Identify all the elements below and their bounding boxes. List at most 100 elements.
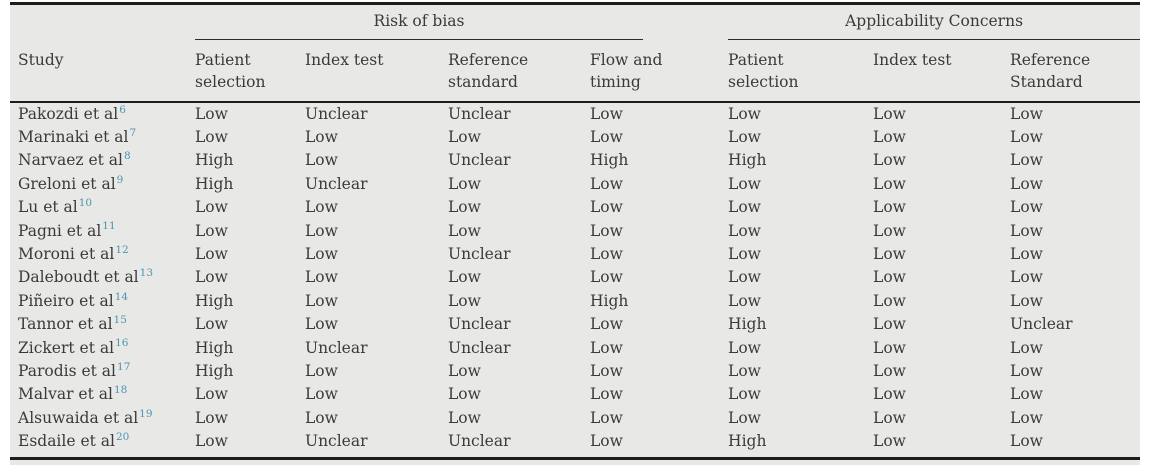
table-row: Alsuwaida et al19 Low Low Low Low Low Low Low xyxy=(10,406,1140,429)
group-label-applicability-concerns: Applicability Concerns xyxy=(845,12,1024,30)
citation-superscript[interactable]: 10 xyxy=(78,197,93,210)
table-row: Greloni et al9 High Unclear Low Low Low Low Low xyxy=(10,172,1140,195)
table-body: Pakozdi et al6 Low Unclear Unclear Low Low Low… xyxy=(10,102,1140,453)
rating-cell: Low xyxy=(195,385,228,404)
rating-cell: Low xyxy=(728,174,761,193)
bottom-rule xyxy=(10,456,1140,460)
study-name-cell: Zickert et al16 xyxy=(10,336,195,359)
rating-cell: Unclear xyxy=(305,432,368,451)
citation-superscript[interactable]: 15 xyxy=(113,314,127,327)
study-name: Piñeiro et al xyxy=(18,291,114,310)
rating-cell: Low xyxy=(728,338,761,357)
rating-cell: Low xyxy=(590,268,623,287)
study-name-cell: Greloni et al9 xyxy=(10,172,195,195)
table-row: Daleboudt et al13 Low Low Low Low Low Low Low xyxy=(10,266,1140,289)
rating-cell: Low xyxy=(305,291,338,310)
rating-cell: Low xyxy=(873,245,906,264)
rating-cell: Unclear xyxy=(448,432,511,451)
rating-cell: High xyxy=(590,151,629,170)
citation-superscript[interactable]: 17 xyxy=(117,360,131,373)
study-name: Pakozdi et al xyxy=(18,105,119,124)
table-row: Piñeiro et al14 High Low Low High Low Low Low xyxy=(10,289,1140,312)
rating-cell: Low xyxy=(728,245,761,264)
table-row: Zickert et al16 High Unclear Unclear Low Low L… xyxy=(10,336,1140,359)
rating-cell: Low xyxy=(305,128,338,147)
rating-cell: Unclear xyxy=(305,174,368,193)
rating-cell: Low xyxy=(305,245,338,264)
quadas-table-panel: Risk of bias Applicability Concerns Stud… xyxy=(10,2,1141,465)
citation-superscript[interactable]: 6 xyxy=(119,104,126,117)
rating-cell: Low xyxy=(1010,128,1043,147)
group-header-spacer xyxy=(10,5,195,40)
study-name-cell: Tannor et al15 xyxy=(10,313,195,336)
rating-cell: Unclear xyxy=(1010,315,1073,334)
rating-cell: Low xyxy=(873,105,906,124)
rating-cell: Low xyxy=(873,361,906,380)
citation-superscript[interactable]: 19 xyxy=(139,407,153,420)
table-row: Pakozdi et al6 Low Unclear Unclear Low Low Low… xyxy=(10,102,1140,125)
study-name: Pagni et al xyxy=(18,221,102,240)
rating-cell: Low xyxy=(305,151,338,170)
rating-cell: Low xyxy=(195,221,228,240)
rating-cell: Low xyxy=(590,105,623,124)
rating-cell: Low xyxy=(728,361,761,380)
rating-cell: Low xyxy=(590,245,623,264)
citation-superscript[interactable]: 16 xyxy=(115,337,129,350)
panel-footer xyxy=(10,460,1140,465)
rating-cell: Low xyxy=(448,361,481,380)
rating-cell: Low xyxy=(1010,221,1043,240)
rating-cell: Low xyxy=(873,385,906,404)
citation-superscript[interactable]: 7 xyxy=(129,126,137,139)
citation-superscript[interactable]: 18 xyxy=(113,384,128,397)
table-row: Malvar et al18 Low Low Low Low Low Low Low xyxy=(10,383,1140,406)
rating-cell: Low xyxy=(728,198,761,217)
rating-cell: Low xyxy=(448,408,481,427)
citation-superscript[interactable]: 12 xyxy=(115,243,129,256)
study-name-cell: Moroni et al12 xyxy=(10,242,195,265)
citation-superscript[interactable]: 8 xyxy=(124,150,131,163)
study-name-cell: Narvaez et al8 xyxy=(10,149,195,172)
rating-cell: Low xyxy=(873,291,906,310)
citation-superscript[interactable]: 20 xyxy=(115,431,130,443)
rating-cell: Low xyxy=(195,432,228,451)
table-row: Narvaez et al8 High Low Unclear High High Low L… xyxy=(10,149,1140,172)
citation-superscript[interactable]: 11 xyxy=(102,220,116,233)
rating-cell: Low xyxy=(1010,151,1043,170)
rating-cell: Low xyxy=(873,315,906,334)
rating-cell: Low xyxy=(305,268,338,287)
rating-cell: Low xyxy=(1010,385,1043,404)
column-header-rob-index-test: Index test xyxy=(305,40,448,103)
study-name-cell: Parodis et al17 xyxy=(10,359,195,382)
study-name: Daleboudt et al xyxy=(18,268,139,287)
citation-superscript[interactable]: 14 xyxy=(114,290,129,303)
study-name: Narvaez et al xyxy=(18,151,124,170)
table-row: Marinaki et al7 Low Low Low Low Low Low Low xyxy=(10,125,1140,148)
rating-cell: Low xyxy=(873,408,906,427)
rating-cell: Low xyxy=(590,432,623,451)
rating-cell: High xyxy=(195,151,234,170)
rating-cell: Low xyxy=(195,198,228,217)
study-name: Greloni et al xyxy=(18,174,116,193)
study-name-cell: Marinaki et al7 xyxy=(10,125,195,148)
study-name-cell: Lu et al10 xyxy=(10,196,195,219)
rating-cell: Low xyxy=(873,198,906,217)
column-header-study: Study xyxy=(10,40,195,103)
table-row: Tannor et al15 Low Low Unclear Low High Low Unc… xyxy=(10,313,1140,336)
rating-cell: Low xyxy=(195,408,228,427)
rating-cell: Low xyxy=(728,105,761,124)
rating-cell: High xyxy=(728,432,767,451)
rating-cell: Low xyxy=(728,268,761,287)
group-label-risk-of-bias: Risk of bias xyxy=(373,12,465,30)
citation-superscript[interactable]: 13 xyxy=(139,267,154,280)
study-name-cell: Pakozdi et al6 xyxy=(10,102,195,125)
study-name-cell: Esdaile et al20 xyxy=(10,429,195,452)
rating-cell: Low xyxy=(305,408,338,427)
rating-cell: Low xyxy=(448,128,481,147)
rating-cell: Low xyxy=(195,245,228,264)
rating-cell: High xyxy=(195,174,234,193)
rating-cell: Low xyxy=(305,315,338,334)
rating-cell: Low xyxy=(1010,432,1043,451)
citation-superscript[interactable]: 9 xyxy=(116,173,124,186)
rating-cell: High xyxy=(728,315,767,334)
rating-cell: Low xyxy=(728,128,761,147)
